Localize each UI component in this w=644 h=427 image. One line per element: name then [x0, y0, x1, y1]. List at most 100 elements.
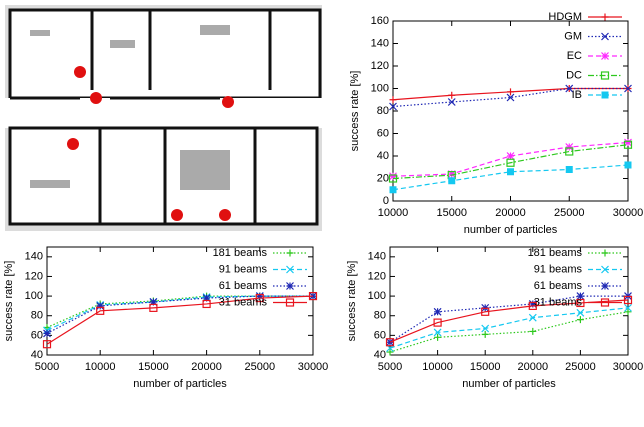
x-tick-label: 20000 [191, 361, 222, 373]
marker-shape [434, 308, 441, 315]
marker-shape [390, 186, 397, 193]
x-axis-label: number of particles [462, 378, 556, 390]
y-tick-label: 80 [31, 310, 43, 322]
y-axis-label: success rate [%] [346, 261, 358, 342]
y-tick-label: 100 [25, 290, 43, 302]
marker-shape [529, 328, 536, 335]
legend-label: 91 beams [534, 263, 583, 275]
marker [566, 144, 573, 151]
series-line [390, 300, 628, 342]
marker-shape [577, 316, 584, 323]
x-tick-label: 20000 [495, 207, 526, 219]
y-tick-label: 140 [368, 251, 386, 263]
y-tick-label: 60 [377, 127, 389, 139]
marker-shape [625, 162, 632, 169]
marker-shape [507, 168, 514, 175]
legend-label: IB [572, 89, 582, 101]
y-tick-label: 160 [371, 15, 389, 27]
marker-shape [507, 153, 514, 160]
y-tick-label: 120 [25, 270, 43, 282]
marker [566, 166, 573, 173]
x-tick-label: 30000 [613, 361, 644, 373]
marker-shape [602, 283, 609, 290]
marker [529, 328, 536, 335]
x-tick-label: 25000 [245, 361, 276, 373]
marker [602, 92, 609, 99]
marker [448, 177, 455, 184]
y-axis-label: success rate [%] [3, 261, 15, 342]
x-tick-label: 15000 [470, 361, 501, 373]
y-tick-label: 40 [31, 349, 43, 361]
x-tick-label: 10000 [85, 361, 116, 373]
marker [602, 14, 609, 21]
plot-frame [47, 247, 313, 355]
y-tick-label: 140 [371, 37, 389, 49]
marker [625, 162, 632, 169]
x-tick-label: 10000 [378, 207, 409, 219]
y-tick-label: 0 [383, 195, 389, 207]
marker-shape [287, 283, 294, 290]
legend-label: 31 beams [219, 296, 268, 308]
marker-shape [566, 166, 573, 173]
marker-shape [97, 302, 104, 309]
legend-label: GM [564, 30, 582, 42]
x-tick-label: 15000 [138, 361, 169, 373]
marker-shape [448, 177, 455, 184]
marker-shape [566, 144, 573, 151]
y-tick-label: 80 [374, 310, 386, 322]
x-axis-label: number of particles [464, 224, 558, 236]
y-tick-label: 40 [374, 349, 386, 361]
x-tick-label: 5000 [35, 361, 59, 373]
series-line [47, 296, 313, 333]
marker [287, 250, 294, 257]
y-tick-label: 60 [374, 329, 386, 341]
y-tick-label: 120 [368, 270, 386, 282]
marker-shape [448, 92, 455, 99]
legend-label: EC [567, 50, 582, 62]
marker [44, 330, 51, 337]
y-tick-label: 40 [377, 150, 389, 162]
marker [434, 308, 441, 315]
marker [602, 53, 609, 60]
y-tick-label: 20 [377, 172, 389, 184]
map [5, 5, 322, 231]
marker-shape [602, 250, 609, 257]
marker [390, 186, 397, 193]
marker [507, 153, 514, 160]
marker-shape [602, 14, 609, 21]
marker [390, 96, 397, 103]
x-tick-label: 20000 [518, 361, 549, 373]
legend-label: HDGM [548, 11, 582, 23]
x-tick-label: 30000 [298, 361, 329, 373]
map-room [255, 128, 317, 224]
x-tick-label: 25000 [554, 207, 585, 219]
legend-label: 61 beams [219, 280, 268, 292]
marker [482, 331, 489, 338]
marker [448, 92, 455, 99]
y-tick-label: 80 [377, 105, 389, 117]
x-axis-label: number of particles [133, 378, 227, 390]
map-corridor [5, 98, 322, 128]
series-line [47, 296, 313, 344]
marker [577, 316, 584, 323]
y-axis-label: success rate [%] [349, 71, 361, 152]
marker [625, 308, 632, 315]
marker-shape [390, 96, 397, 103]
y-tick-label: 60 [31, 329, 43, 341]
legend-label: 61 beams [534, 280, 583, 292]
legend-label: DC [566, 69, 582, 81]
marker [287, 283, 294, 290]
x-tick-label: 30000 [613, 207, 644, 219]
marker-shape [602, 53, 609, 60]
x-tick-label: 25000 [565, 361, 596, 373]
legend-label: 181 beams [213, 247, 268, 259]
legend-label: 181 beams [528, 247, 583, 259]
plot-frame [390, 247, 628, 355]
map-room [10, 10, 320, 98]
marker-shape [482, 331, 489, 338]
marker [97, 302, 104, 309]
x-tick-label: 10000 [422, 361, 453, 373]
y-tick-label: 100 [368, 290, 386, 302]
figure: 0 20 40 60 80 100 120 140 160 10000 15000 20000 2500… [0, 0, 644, 427]
y-tick-label: 140 [25, 251, 43, 263]
